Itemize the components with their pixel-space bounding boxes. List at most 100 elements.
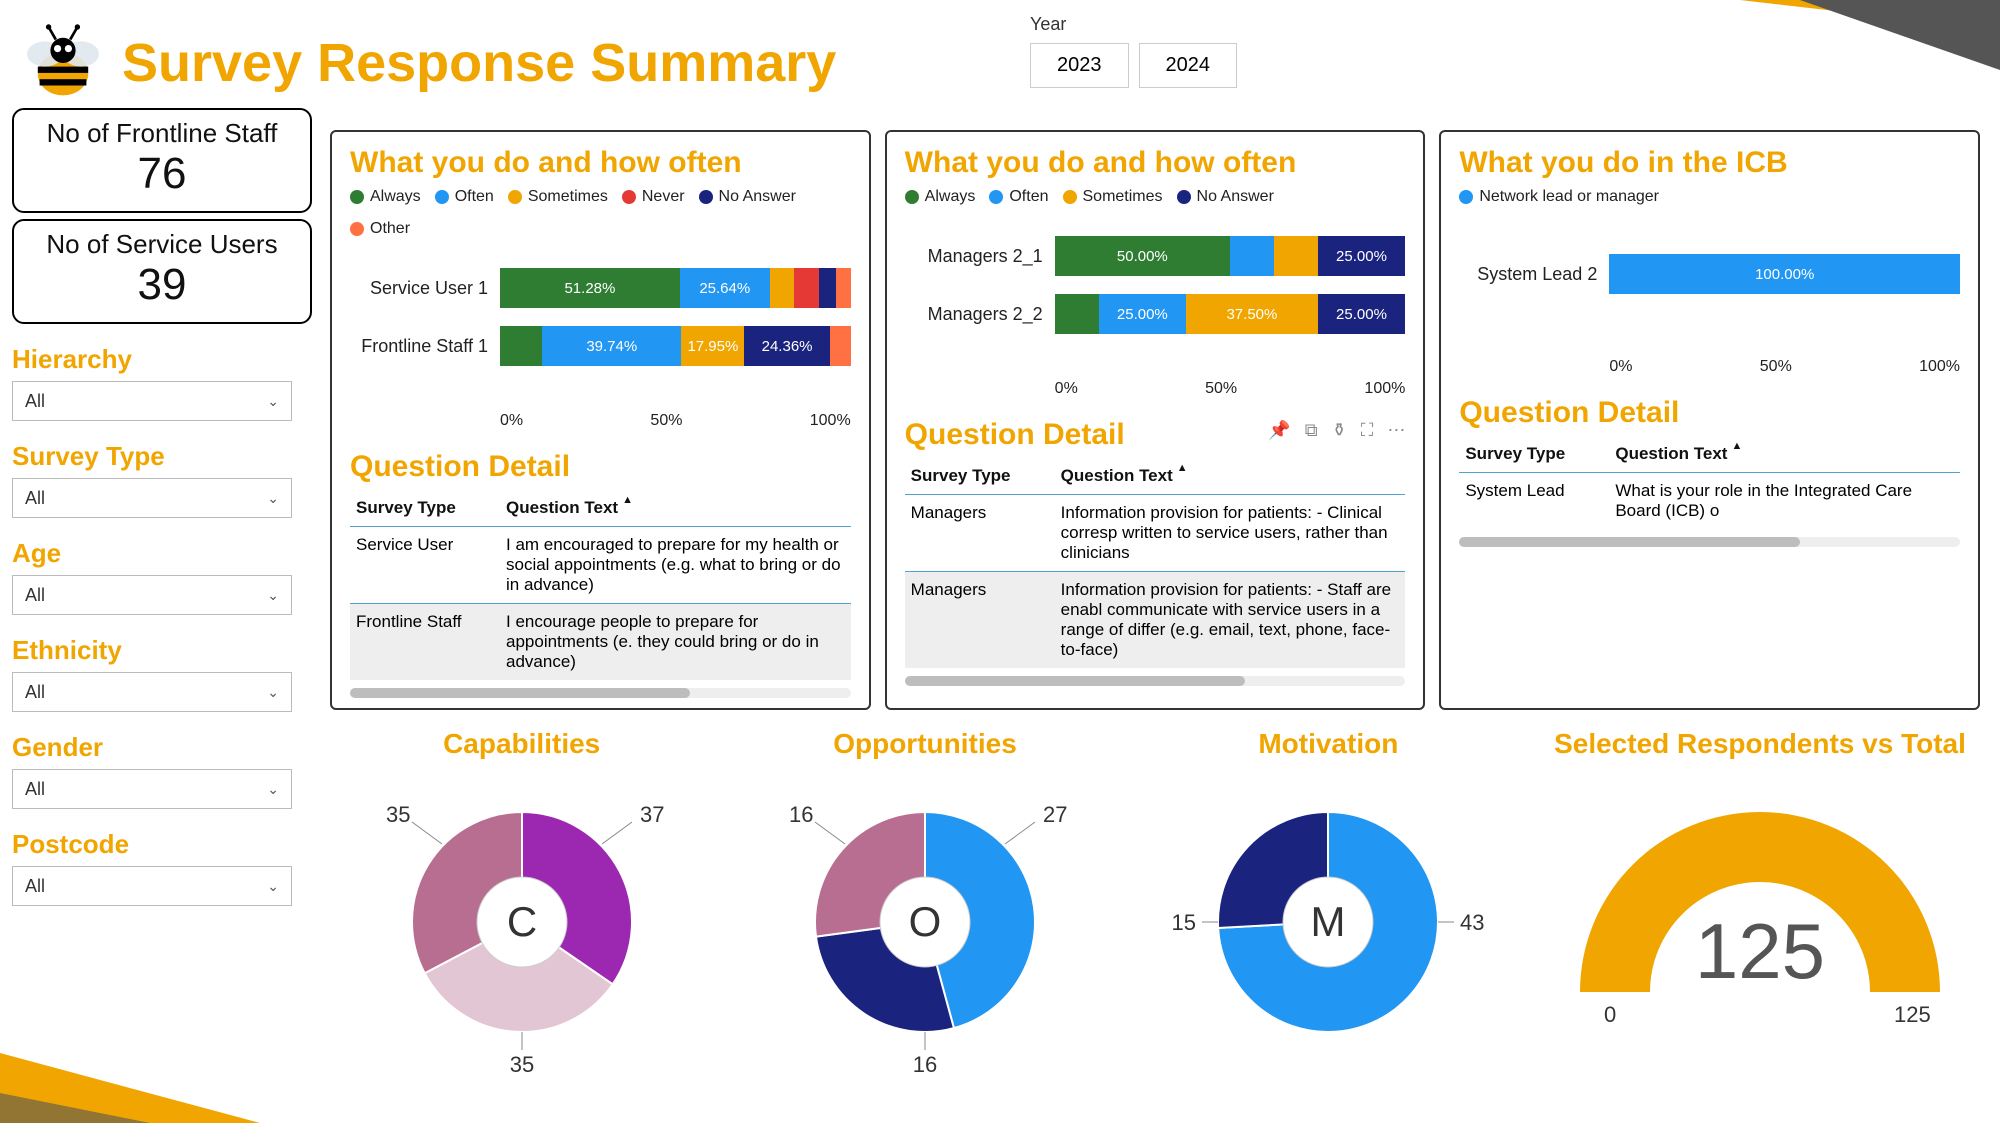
chevron-down-icon: ⌄: [267, 587, 279, 604]
table-cell: System Lead: [1459, 473, 1609, 530]
filter-select-ethnicity[interactable]: All⌄: [12, 672, 292, 712]
table-cell: Service User: [350, 527, 500, 604]
filter-label-ethnicity: Ethnicity: [12, 635, 312, 666]
table-row[interactable]: System LeadWhat is your role in the Inte…: [1459, 473, 1960, 530]
bar-segment[interactable]: [819, 268, 837, 308]
bar-segment[interactable]: [1230, 236, 1274, 276]
bar-segment[interactable]: 25.00%: [1318, 236, 1406, 276]
table-header[interactable]: Survey Type: [905, 458, 1055, 495]
table-row[interactable]: Frontline StaffI encourage people to pre…: [350, 604, 851, 681]
filter-value: All: [25, 488, 45, 509]
bar-segment[interactable]: 37.50%: [1186, 294, 1318, 334]
bar-category-label: Managers 2_1: [905, 246, 1055, 267]
sort-asc-icon: ▲: [1731, 440, 1742, 452]
bar-segment[interactable]: [830, 326, 851, 366]
legend-swatch: [508, 190, 522, 204]
table-header[interactable]: Question Text▲: [1055, 458, 1406, 495]
kpi-service-users: No of Service Users 39: [12, 219, 312, 324]
filter-select-gender[interactable]: All⌄: [12, 769, 292, 809]
pin-icon[interactable]: 📌: [1268, 420, 1290, 441]
scrollbar-horizontal[interactable]: [905, 676, 1406, 686]
question-detail-title: Question Detail: [350, 450, 851, 484]
stacked-bar: 50.00% 25.00%: [1055, 236, 1406, 276]
bar-segment[interactable]: [1274, 236, 1318, 276]
filter-select-hierarchy[interactable]: All⌄: [12, 381, 292, 421]
table-row[interactable]: Service UserI am encouraged to prepare f…: [350, 527, 851, 604]
card-title: What you do in the ICB: [1459, 146, 1960, 180]
bar-segment[interactable]: [1055, 294, 1099, 334]
table-header[interactable]: Survey Type: [1459, 436, 1609, 473]
filter-label-age: Age: [12, 538, 312, 569]
chevron-down-icon: ⌄: [267, 684, 279, 701]
card-title: What you do and how often: [350, 146, 851, 180]
scrollbar-horizontal[interactable]: [1459, 537, 1960, 547]
more-icon[interactable]: ⋯: [1387, 420, 1405, 441]
stacked-bar-row: Managers 2_150.00% 25.00%: [905, 236, 1406, 276]
bar-segment[interactable]: 25.00%: [1318, 294, 1406, 334]
legend-label: No Answer: [1197, 188, 1274, 206]
filter-select-postcode[interactable]: All⌄: [12, 866, 292, 906]
filter-select-survey-type[interactable]: All ⌄: [12, 478, 292, 518]
bar-segment[interactable]: 24.36%: [744, 326, 829, 366]
chevron-down-icon: ⌄: [267, 490, 279, 507]
axis-tick: 100%: [1919, 358, 1960, 376]
legend-swatch: [905, 190, 919, 204]
bar-segment[interactable]: 25.64%: [680, 268, 770, 308]
legend-swatch: [435, 190, 449, 204]
stacked-bar: 39.74%17.95%24.36%: [500, 326, 851, 366]
chart-axis: 0%50%100%: [1459, 358, 1960, 376]
table-row[interactable]: ManagersInformation provision for patien…: [905, 572, 1406, 669]
legend-label: Often: [455, 188, 494, 206]
table-header[interactable]: Question Text▲: [500, 490, 851, 527]
stacked-bar: 51.28%25.64%: [500, 268, 851, 308]
legend-label: Network lead or manager: [1479, 188, 1659, 206]
axis-tick: 0%: [500, 412, 523, 430]
question-detail-table: Survey TypeQuestion Text▲ManagersInforma…: [905, 458, 1406, 668]
gauge-value: 125: [1695, 907, 1825, 995]
table-header[interactable]: Survey Type: [350, 490, 500, 527]
legend-item: Sometimes: [1063, 188, 1163, 206]
gauge-min: 0: [1604, 1002, 1616, 1027]
year-option-2024[interactable]: 2024: [1139, 43, 1238, 88]
legend-label: Sometimes: [528, 188, 608, 206]
donut-letter: O: [909, 898, 942, 945]
axis-tick: 0%: [1055, 380, 1078, 398]
donut-chart: C353735: [342, 772, 702, 1082]
year-label: Year: [1030, 14, 1237, 35]
year-option-2023[interactable]: 2023: [1030, 43, 1129, 88]
filter-label-gender: Gender: [12, 732, 312, 763]
legend-swatch: [1177, 190, 1191, 204]
donut-value-label: 35: [386, 802, 410, 827]
legend-item: Often: [989, 188, 1048, 206]
bar-segment[interactable]: 100.00%: [1609, 254, 1960, 294]
table-header[interactable]: Question Text▲: [1609, 436, 1960, 473]
bar-segment[interactable]: 50.00%: [1055, 236, 1230, 276]
legend-item: Other: [350, 220, 410, 238]
bar-segment[interactable]: 51.28%: [500, 268, 680, 308]
legend-swatch: [350, 190, 364, 204]
axis-tick: 100%: [810, 412, 851, 430]
bar-segment[interactable]: [794, 268, 819, 308]
filter-select-age[interactable]: All⌄: [12, 575, 292, 615]
donut-title-opportunities: Opportunities: [733, 728, 1116, 760]
donut-value-label: 37: [640, 802, 664, 827]
scrollbar-horizontal[interactable]: [350, 688, 851, 698]
chevron-down-icon: ⌄: [267, 781, 279, 798]
bar-segment[interactable]: [836, 268, 850, 308]
bar-segment[interactable]: 17.95%: [681, 326, 744, 366]
focus-icon[interactable]: ⛶: [1361, 420, 1374, 441]
bar-segment[interactable]: 39.74%: [542, 326, 681, 366]
chevron-down-icon: ⌄: [267, 878, 279, 895]
legend-label: Other: [370, 220, 410, 238]
bar-segment[interactable]: [500, 326, 542, 366]
legend-label: Often: [1009, 188, 1048, 206]
filter-value: All: [25, 391, 45, 412]
bar-segment[interactable]: [770, 268, 795, 308]
copy-icon[interactable]: ⧉: [1305, 420, 1318, 441]
question-detail-table: Survey TypeQuestion Text▲Service UserI a…: [350, 490, 851, 680]
filter-icon[interactable]: ⚱: [1332, 420, 1347, 441]
table-row[interactable]: ManagersInformation provision for patien…: [905, 495, 1406, 572]
card-title: What you do and how often: [905, 146, 1406, 180]
gauge-chart: 125 0 125: [1540, 772, 1980, 1032]
bar-segment[interactable]: 25.00%: [1099, 294, 1187, 334]
